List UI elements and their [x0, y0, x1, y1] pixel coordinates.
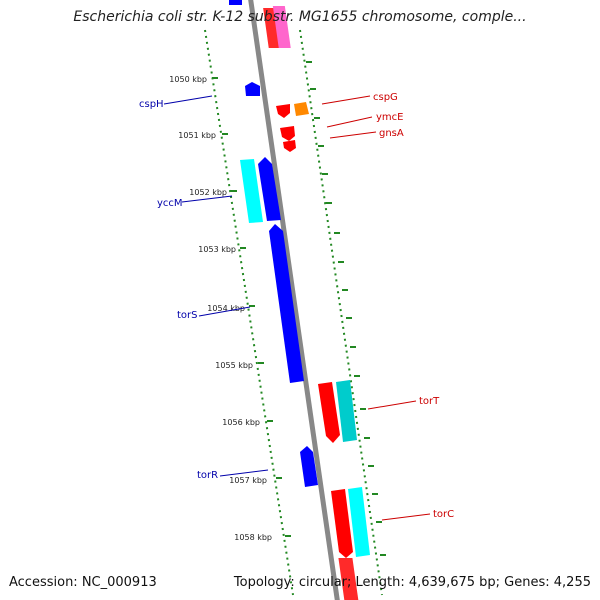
gene-cspG[interactable]: [294, 102, 309, 116]
gene-label-yccM[interactable]: yccM: [157, 198, 183, 209]
gene-bottom-partial[interactable]: [338, 558, 359, 600]
gene-torC-inner[interactable]: [331, 489, 353, 558]
gene-torS[interactable]: [269, 224, 304, 383]
gene-torT-outer[interactable]: [336, 380, 357, 442]
accession-label: Accession: NC_000913: [9, 575, 157, 590]
outer-right-dashes: [299, 29, 383, 596]
kbp-scale: 1050 kbp 1051 kbp 1052 kbp 1053 kbp 1054…: [169, 75, 291, 542]
gene-torC-outer[interactable]: [348, 487, 370, 557]
gene-gnsA-1[interactable]: [280, 126, 295, 141]
gene-label-torC[interactable]: torC: [433, 509, 454, 520]
gene-yccM-inner[interactable]: [258, 157, 281, 221]
gene-gnsA-2[interactable]: [283, 140, 296, 152]
gene-yccM-outer[interactable]: [240, 159, 263, 223]
gene-label-torT[interactable]: torT: [419, 396, 440, 407]
right-gene-labels: cspG ymcE gnsA torT torC: [321, 92, 454, 521]
tick-label-1058: 1058 kbp: [234, 533, 272, 542]
gene-reverse-top[interactable]: [229, 0, 242, 5]
gene-torT-inner[interactable]: [318, 382, 340, 443]
tick-label-1054: 1054 kbp: [207, 304, 245, 313]
tick-label-1056: 1056 kbp: [222, 418, 260, 427]
gene-torR[interactable]: [300, 446, 318, 487]
tick-label-1051: 1051 kbp: [178, 131, 216, 140]
tick-label-1057: 1057 kbp: [229, 476, 267, 485]
left-gene-labels: cspH yccM torS torR: [139, 95, 269, 481]
gene-ymcE[interactable]: [276, 104, 290, 118]
right-tick-marks: [306, 61, 386, 556]
gene-label-torR[interactable]: torR: [197, 470, 218, 481]
gene-label-cspH[interactable]: cspH: [139, 99, 164, 110]
gene-label-cspG[interactable]: cspG: [373, 92, 398, 103]
tick-label-1055: 1055 kbp: [215, 361, 253, 370]
gene-label-gnsA[interactable]: gnsA: [379, 128, 404, 139]
map-title: Escherichia coli str. K-12 substr. MG165…: [73, 9, 527, 25]
track-guides: [204, 29, 383, 596]
gene-pink-top-2[interactable]: [272, 6, 291, 48]
tick-label-1050: 1050 kbp: [169, 75, 207, 84]
gene-label-ymcE[interactable]: ymcE: [376, 112, 403, 123]
gene-label-torS[interactable]: torS: [177, 310, 198, 321]
tick-label-1053: 1053 kbp: [198, 245, 236, 254]
tick-label-1052: 1052 kbp: [189, 188, 227, 197]
chromosome-backbone: [248, 0, 340, 600]
genome-stats: Topology: circular; Length: 4,639,675 bp…: [233, 575, 591, 590]
gene-cspH[interactable]: [245, 82, 260, 96]
